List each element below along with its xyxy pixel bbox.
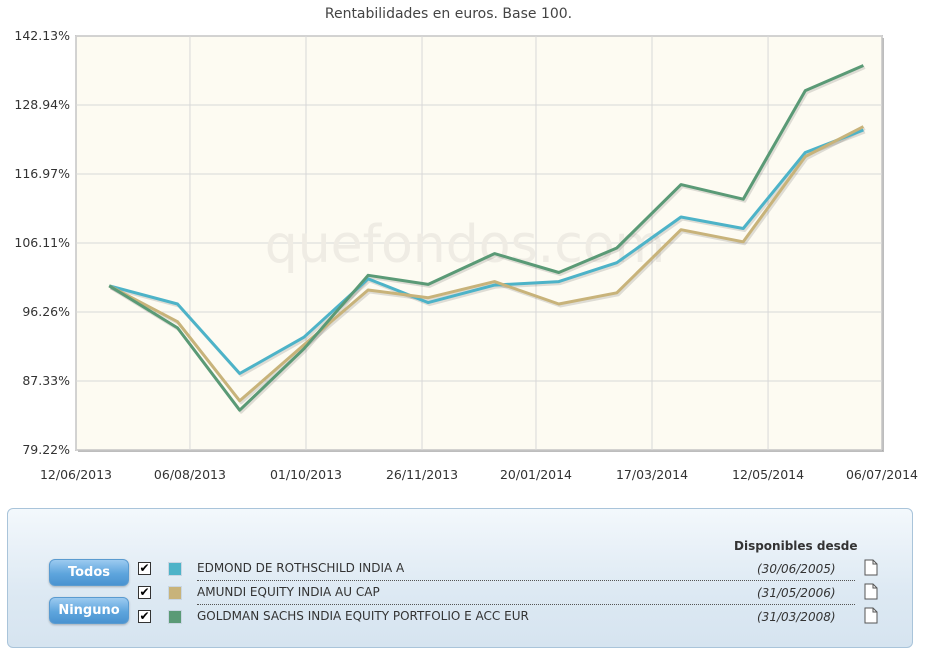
select-none-button[interactable]: Ninguno	[49, 597, 129, 624]
series-line-1	[108, 128, 864, 375]
watermark: quefondos.com	[265, 215, 666, 275]
document-icon[interactable]	[864, 559, 878, 576]
legend-panel	[7, 508, 913, 648]
legend-row: ✔ EDMOND DE ROTHSCHILD INDIA A (30/06/20…	[138, 559, 883, 583]
document-icon[interactable]	[864, 583, 878, 600]
row-divider	[197, 604, 855, 605]
series-line-2	[108, 125, 865, 403]
x-tick-label: 06/07/2014	[846, 467, 918, 482]
series-name: GOLDMAN SACHS INDIA EQUITY PORTFOLIO E A…	[197, 609, 529, 623]
x-tick-label: 20/01/2014	[500, 467, 572, 482]
available-since-header: Disponibles desde	[734, 539, 858, 553]
y-tick-label: 116.97%	[14, 166, 70, 181]
series-checkbox[interactable]: ✔	[138, 561, 151, 575]
row-divider	[197, 580, 855, 581]
series-name: EDMOND DE ROTHSCHILD INDIA A	[197, 561, 405, 575]
series-checkbox[interactable]: ✔	[138, 609, 151, 623]
series-checkbox[interactable]: ✔	[138, 585, 151, 599]
x-tick-label: 17/03/2014	[616, 467, 688, 482]
available-since-date: (31/03/2008)	[757, 610, 836, 624]
series-name: AMUNDI EQUITY INDIA AU CAP	[197, 585, 380, 599]
series-line-3	[108, 64, 864, 412]
x-tick-label: 26/11/2013	[386, 467, 458, 482]
x-tick-label: 06/08/2013	[154, 467, 226, 482]
available-since-date: (30/06/2005)	[757, 562, 836, 576]
series-color-swatch	[168, 562, 182, 576]
chart-title: Rentabilidades en euros. Base 100.	[324, 6, 573, 22]
x-tick-label: 01/10/2013	[270, 467, 342, 482]
x-tick-label: 12/06/2013	[40, 467, 112, 482]
y-tick-label: 106.11%	[14, 235, 70, 250]
select-all-button[interactable]: Todos	[49, 559, 129, 586]
x-tick-label: 12/05/2014	[732, 467, 804, 482]
available-since-date: (31/05/2006)	[757, 586, 836, 600]
legend-row: ✔ GOLDMAN SACHS INDIA EQUITY PORTFOLIO E…	[138, 607, 883, 631]
legend-row: ✔ AMUNDI EQUITY INDIA AU CAP (31/05/2006…	[138, 583, 883, 607]
document-icon[interactable]	[864, 607, 878, 624]
series-shadow	[110, 130, 866, 377]
series-color-swatch	[168, 610, 182, 624]
series-color-swatch	[168, 586, 182, 600]
y-tick-label: 87.33%	[22, 373, 70, 388]
y-tick-label: 79.22%	[22, 442, 70, 457]
y-tick-label: 96.26%	[22, 304, 70, 319]
y-tick-label: 142.13%	[14, 28, 70, 43]
y-tick-label: 128.94%	[14, 97, 70, 112]
line-chart: quefondos.com 142.13% 128.94% 116.97% 106.1…	[14, 28, 918, 482]
